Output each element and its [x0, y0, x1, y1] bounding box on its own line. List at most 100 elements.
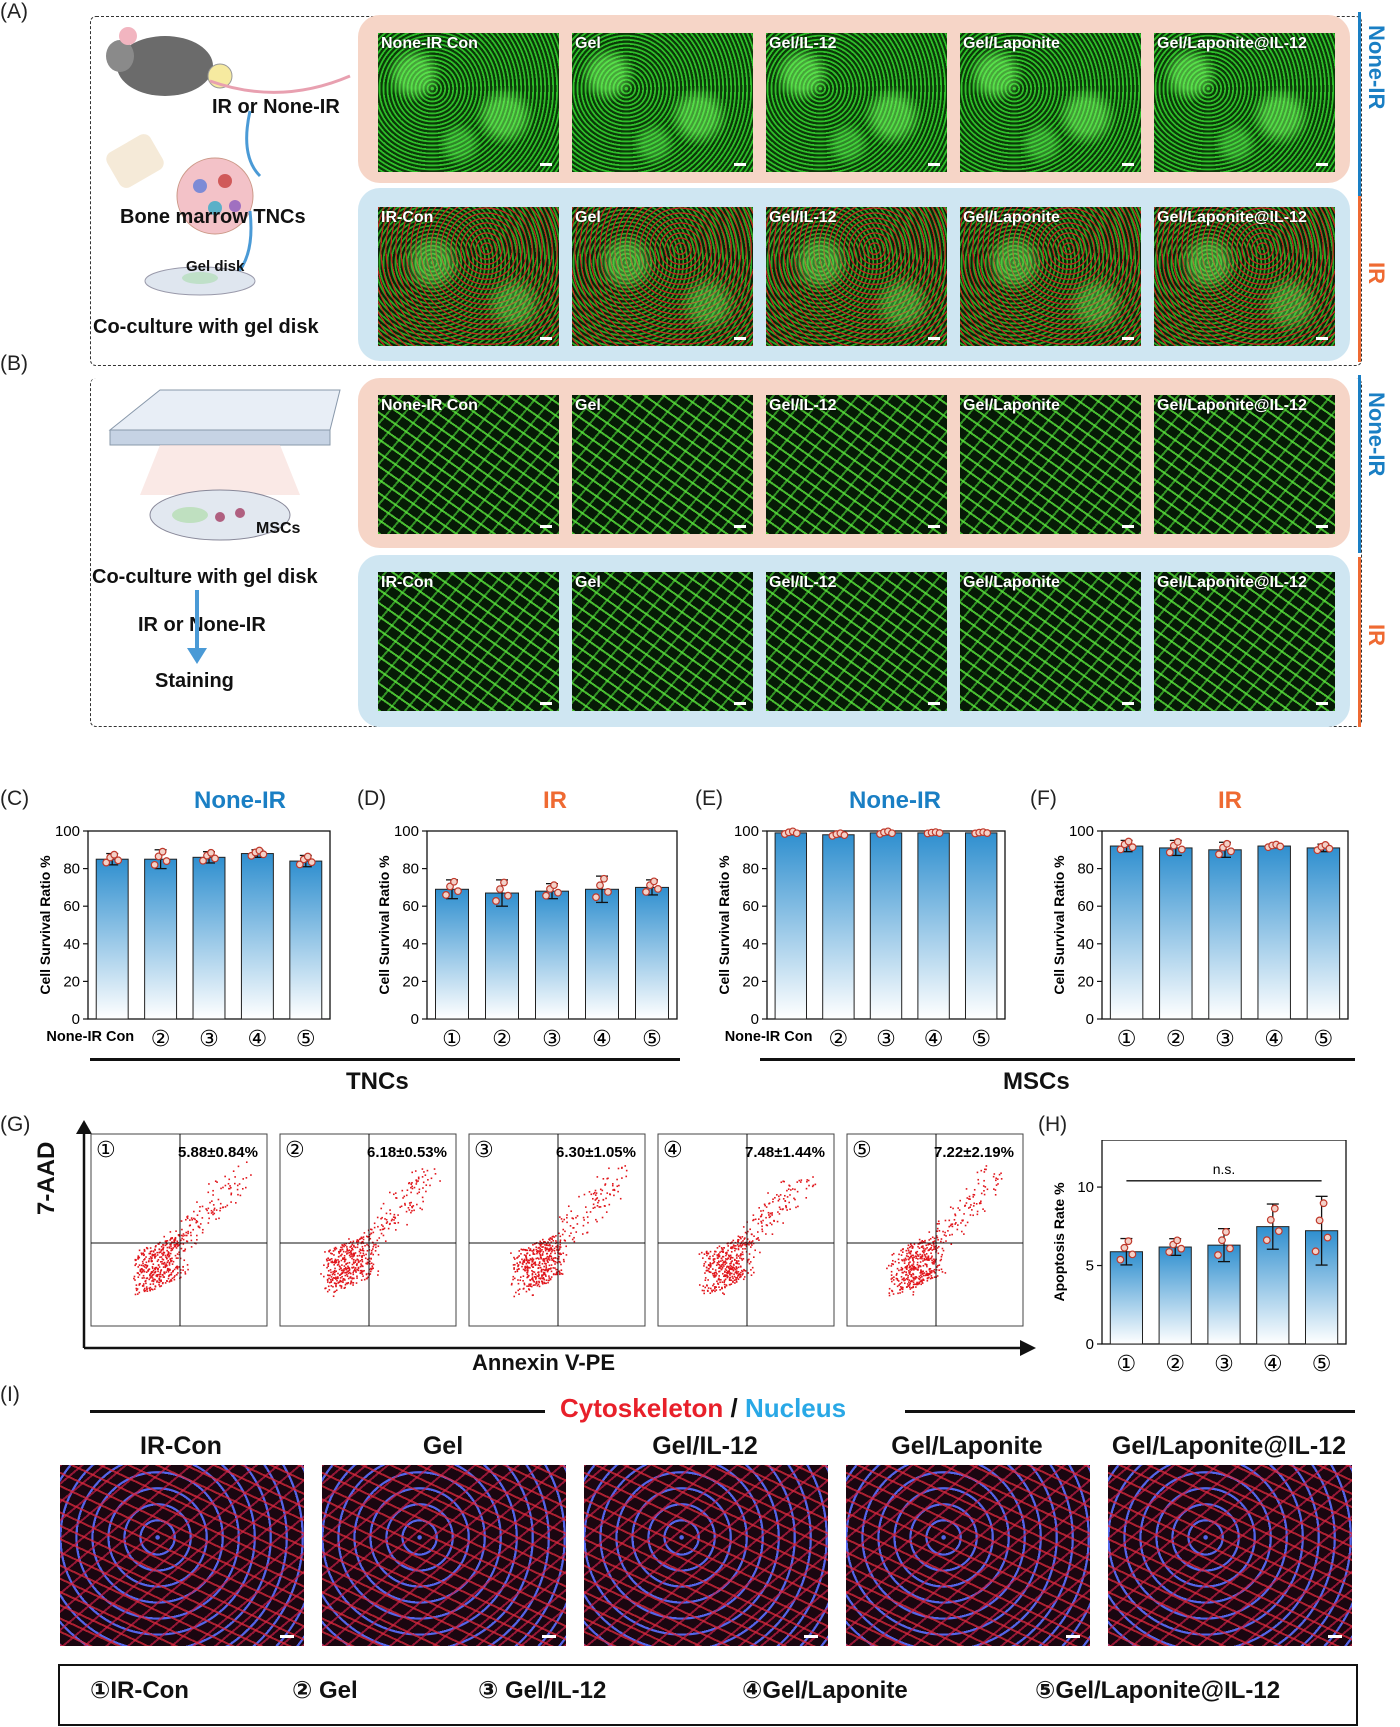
b-none-ir-image-label: None-IR Con — [381, 397, 478, 414]
panel-label-f: (F) — [1030, 787, 1057, 810]
data-point — [1226, 1244, 1234, 1253]
y-tick-label: 100 — [734, 823, 759, 840]
scale-bar — [1066, 1635, 1080, 1638]
data-point — [1116, 845, 1125, 854]
flow-panel-4: ④ 7.48±1.44% — [657, 1133, 835, 1327]
flow-axes — [76, 1120, 1036, 1356]
b-none-ir-image-label: Gel — [575, 397, 601, 414]
data-point — [592, 893, 600, 902]
data-point — [550, 881, 558, 890]
data-point — [450, 877, 458, 886]
data-point — [207, 848, 215, 857]
data-point — [983, 829, 992, 837]
scale-bar — [1316, 163, 1328, 166]
a-none-ir-image-label: Gel/Laponite — [963, 35, 1060, 52]
data-point — [1319, 1199, 1328, 1208]
flow-panel-1: ① 5.88±0.84% — [90, 1133, 268, 1327]
x-tick-label: ⑤ — [296, 1026, 316, 1051]
cyto-image-3 — [584, 1465, 828, 1646]
a-ir-image-label: IR-Con — [381, 209, 434, 226]
x-tick-label: ⑤ — [971, 1026, 991, 1051]
x-tick-label: ③ — [542, 1026, 562, 1051]
side-label-a-ir: IR — [1364, 262, 1389, 284]
significance-label: n.s. — [1213, 1161, 1236, 1177]
bar — [95, 858, 129, 1020]
bar — [435, 888, 469, 1020]
b-none-ir-image-label: Gel/Laponite — [963, 397, 1060, 414]
side-line-b-none-ir — [1358, 375, 1361, 553]
cyto-title-3: Gel/IL-12 — [652, 1432, 758, 1460]
nucleus-label: Nucleus — [744, 1393, 847, 1423]
chart-f-title: IR — [1218, 787, 1242, 814]
scale-bar — [1122, 702, 1134, 705]
schematic-b-step3: Staining — [155, 670, 234, 692]
data-point — [1311, 1247, 1320, 1256]
x-tick-label: None-IR Con — [46, 1029, 134, 1045]
y-axis-label: Cell Survival Ratio % — [1051, 855, 1067, 995]
bar — [289, 860, 323, 1020]
b-none-ir-image-5: Gel/Laponite@IL-12 — [1154, 395, 1335, 534]
cytoskeleton-label: Cytoskeleton — [560, 1393, 724, 1423]
cyto-title-1: IR-Con — [140, 1432, 222, 1460]
data-point — [1315, 1216, 1324, 1225]
bar — [1208, 849, 1242, 1020]
data-point — [110, 850, 119, 859]
y-tick-label: 20 — [742, 973, 759, 990]
schematic-b-step2: IR or None-IR — [138, 614, 266, 636]
side-label-b-none-ir: None-IR — [1364, 392, 1389, 477]
y-axis-label: Cell Survival Ratio % — [376, 855, 392, 995]
data-point — [162, 857, 171, 865]
scale-bar — [1316, 702, 1328, 705]
flow-panel-2: ② 6.18±0.53% — [279, 1133, 457, 1327]
panel-i-title: Cytoskeleton / Nucleus — [560, 1393, 846, 1424]
data-point — [1173, 1236, 1182, 1245]
data-point — [1276, 842, 1285, 851]
data-point — [596, 881, 604, 890]
flow-ylabel: 7-AAD — [33, 1141, 60, 1215]
panel-label-i: (I) — [0, 1383, 20, 1406]
a-ir-image-4: Gel/Laponite — [960, 207, 1141, 346]
chart-d-title: IR — [543, 787, 567, 814]
schematic-b-step1: Co-culture with gel disk — [92, 566, 318, 588]
cyto-image-1 — [60, 1465, 304, 1646]
b-ir-image-1: IR-Con — [378, 572, 559, 711]
scale-bar — [542, 1635, 556, 1638]
a-none-ir-image-4: Gel/Laponite — [960, 33, 1141, 172]
data-point — [1323, 1233, 1332, 1242]
data-point — [1274, 1227, 1283, 1236]
mouse-head — [106, 40, 134, 72]
flow-xlabel: Annexin V-PE — [472, 1350, 616, 1375]
well-plate-icon — [108, 389, 341, 431]
data-point — [1215, 850, 1223, 859]
y-axis-label: Cell Survival Ratio % — [716, 855, 732, 995]
legend-item-3: ③ Gel/IL-12 — [478, 1677, 607, 1704]
data-point — [600, 874, 608, 883]
arrow-1 — [245, 110, 262, 178]
cell-circle — [176, 157, 254, 235]
y-tick-label: 100 — [394, 823, 419, 840]
x-tick-label: None-IR Con — [725, 1029, 813, 1045]
data-point — [1173, 838, 1182, 846]
a-ir-image-label: Gel/Laponite — [963, 209, 1060, 226]
cyto-title-2: Gel — [422, 1432, 464, 1460]
data-point — [158, 847, 167, 856]
x-tick-label: ③ — [199, 1026, 219, 1051]
data-point — [554, 888, 562, 897]
a-ir-image-3: Gel/IL-12 — [766, 207, 947, 346]
bar — [869, 832, 903, 1020]
legend-item-1: ①IR-Con — [90, 1677, 189, 1704]
b-ir-image-label: IR-Con — [381, 574, 434, 591]
y-tick-label: 80 — [1077, 861, 1094, 878]
y-tick-label: 0 — [411, 1011, 419, 1028]
flow-value: 6.18±0.53% — [367, 1144, 447, 1161]
data-point — [642, 888, 650, 896]
data-point — [504, 891, 512, 900]
mscs-group-line — [760, 1058, 1355, 1061]
data-point — [1177, 845, 1186, 854]
scale-bar — [734, 702, 746, 705]
panel-i-line-right — [905, 1410, 1355, 1413]
data-point — [1222, 1228, 1230, 1236]
a-ir-image-2: Gel — [572, 207, 753, 346]
